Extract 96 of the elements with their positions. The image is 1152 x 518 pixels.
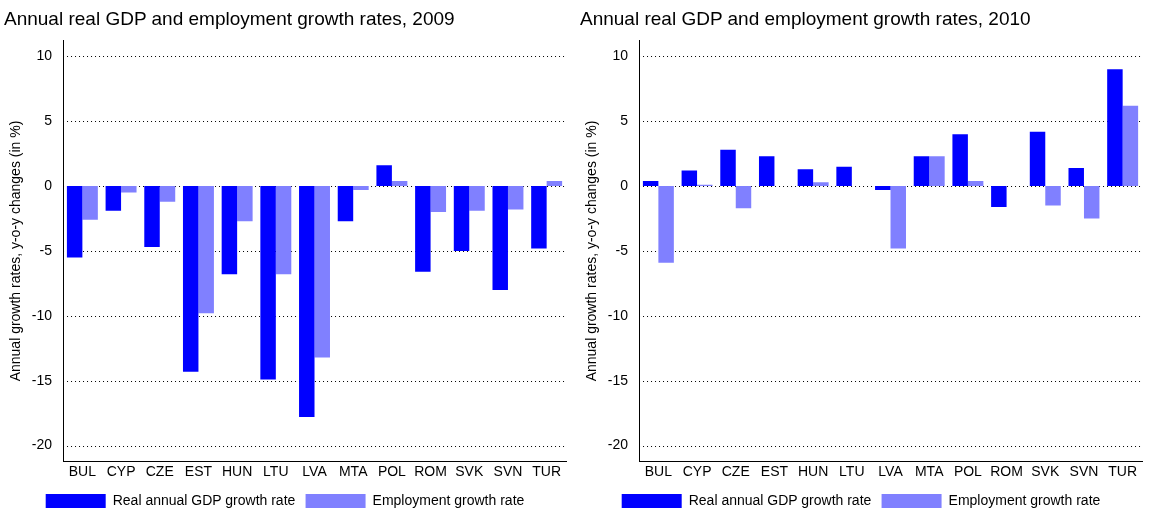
x-tick-label: ROM bbox=[990, 463, 1023, 480]
bar bbox=[735, 186, 752, 209]
bar bbox=[492, 186, 508, 290]
x-tick-label: CZE bbox=[721, 463, 750, 480]
x-tick-label: MTA bbox=[338, 463, 369, 480]
x-tick-label: POL bbox=[377, 463, 407, 480]
bar bbox=[875, 186, 891, 191]
x-tick-label: HUN bbox=[221, 463, 253, 480]
y-tick-label: 0 bbox=[620, 176, 629, 193]
chart-title: Annual real GDP and employment growth rates, 2010 bbox=[580, 7, 1031, 29]
x-tick-label: BUL bbox=[644, 463, 673, 480]
y-tick-label: -15 bbox=[607, 371, 629, 388]
bar bbox=[415, 186, 431, 272]
bar bbox=[836, 166, 852, 187]
bar bbox=[546, 180, 563, 187]
y-tick-label: -20 bbox=[607, 436, 629, 453]
bar bbox=[299, 186, 315, 418]
x-tick-label: SVN bbox=[493, 463, 523, 480]
bar bbox=[1068, 167, 1084, 187]
bar bbox=[797, 169, 814, 187]
bar bbox=[681, 170, 698, 187]
x-tick-label: POL bbox=[953, 463, 983, 480]
bar bbox=[237, 186, 253, 222]
bar bbox=[105, 186, 122, 211]
bar bbox=[260, 186, 276, 380]
bar bbox=[469, 186, 485, 211]
y-axis-title: Annual growth rates, y-o-y changes (in %) bbox=[7, 120, 24, 382]
bar bbox=[642, 180, 659, 187]
y-tick-label: -10 bbox=[607, 306, 629, 323]
bar bbox=[1083, 186, 1100, 219]
y-axis-title: Annual growth rates, y-o-y changes (in %) bbox=[583, 120, 600, 382]
bar bbox=[353, 186, 369, 191]
bar bbox=[82, 186, 98, 220]
x-tick-label: MTA bbox=[914, 463, 945, 480]
x-tick-label: SVK bbox=[1031, 463, 1060, 480]
bar bbox=[507, 186, 524, 210]
bar bbox=[913, 156, 930, 187]
y-tick-label: 0 bbox=[44, 176, 53, 193]
x-tick-label: SVK bbox=[455, 463, 484, 480]
x-tick-label: TUR bbox=[1108, 463, 1138, 480]
bar bbox=[929, 156, 945, 187]
bar bbox=[1122, 105, 1139, 187]
bar bbox=[337, 186, 354, 222]
x-tick-label: ROM bbox=[414, 463, 447, 480]
bar bbox=[952, 134, 968, 187]
x-tick-label: LVA bbox=[302, 463, 328, 480]
x-tick-label: HUN bbox=[797, 463, 829, 480]
bar bbox=[376, 165, 392, 187]
bar bbox=[720, 149, 736, 187]
x-tick-label: CZE bbox=[145, 463, 174, 480]
x-tick-label: TUR bbox=[532, 463, 562, 480]
y-tick-label: -5 bbox=[39, 241, 53, 258]
bar bbox=[453, 186, 470, 251]
y-tick-label: -20 bbox=[31, 436, 53, 453]
y-tick-label: 5 bbox=[44, 112, 53, 129]
bar bbox=[144, 186, 160, 248]
bar bbox=[890, 186, 906, 249]
bar bbox=[66, 186, 83, 258]
legend-label: Employment growth rate bbox=[948, 491, 1101, 508]
legend-label: Real annual GDP growth rate bbox=[688, 491, 872, 508]
x-tick-label: LVA bbox=[878, 463, 904, 480]
x-tick-label: EST bbox=[760, 463, 789, 480]
x-tick-label: CYP bbox=[682, 463, 712, 480]
bar bbox=[658, 186, 674, 263]
bar bbox=[991, 186, 1007, 207]
x-tick-label: EST bbox=[184, 463, 213, 480]
x-tick-label: CYP bbox=[106, 463, 136, 480]
bar bbox=[159, 186, 176, 202]
y-tick-label: 5 bbox=[620, 112, 629, 129]
bar bbox=[121, 186, 137, 193]
bar bbox=[1045, 186, 1061, 206]
y-tick-label: -5 bbox=[615, 241, 629, 258]
x-tick-label: BUL bbox=[68, 463, 97, 480]
legend-label: Employment growth rate bbox=[372, 491, 525, 508]
bar bbox=[275, 186, 292, 275]
bar bbox=[221, 186, 238, 275]
bar bbox=[430, 186, 447, 213]
bar bbox=[967, 180, 984, 187]
bar bbox=[813, 182, 829, 187]
bar bbox=[531, 186, 547, 249]
bar bbox=[1107, 69, 1123, 187]
bar bbox=[1029, 131, 1046, 187]
bar bbox=[182, 186, 199, 372]
bar bbox=[198, 186, 214, 314]
chart-title: Annual real GDP and employment growth rates, 2009 bbox=[4, 7, 455, 29]
legend-label: Real annual GDP growth rate bbox=[112, 491, 296, 508]
x-tick-label: LTU bbox=[839, 463, 865, 480]
bar bbox=[758, 156, 775, 187]
y-tick-label: -15 bbox=[31, 371, 53, 388]
x-tick-label: SVN bbox=[1069, 463, 1099, 480]
x-tick-label: LTU bbox=[263, 463, 289, 480]
bar bbox=[314, 186, 330, 358]
y-tick-label: 10 bbox=[36, 47, 53, 64]
y-tick-label: 10 bbox=[612, 47, 629, 64]
bar bbox=[391, 180, 408, 187]
y-tick-label: -10 bbox=[31, 306, 53, 323]
